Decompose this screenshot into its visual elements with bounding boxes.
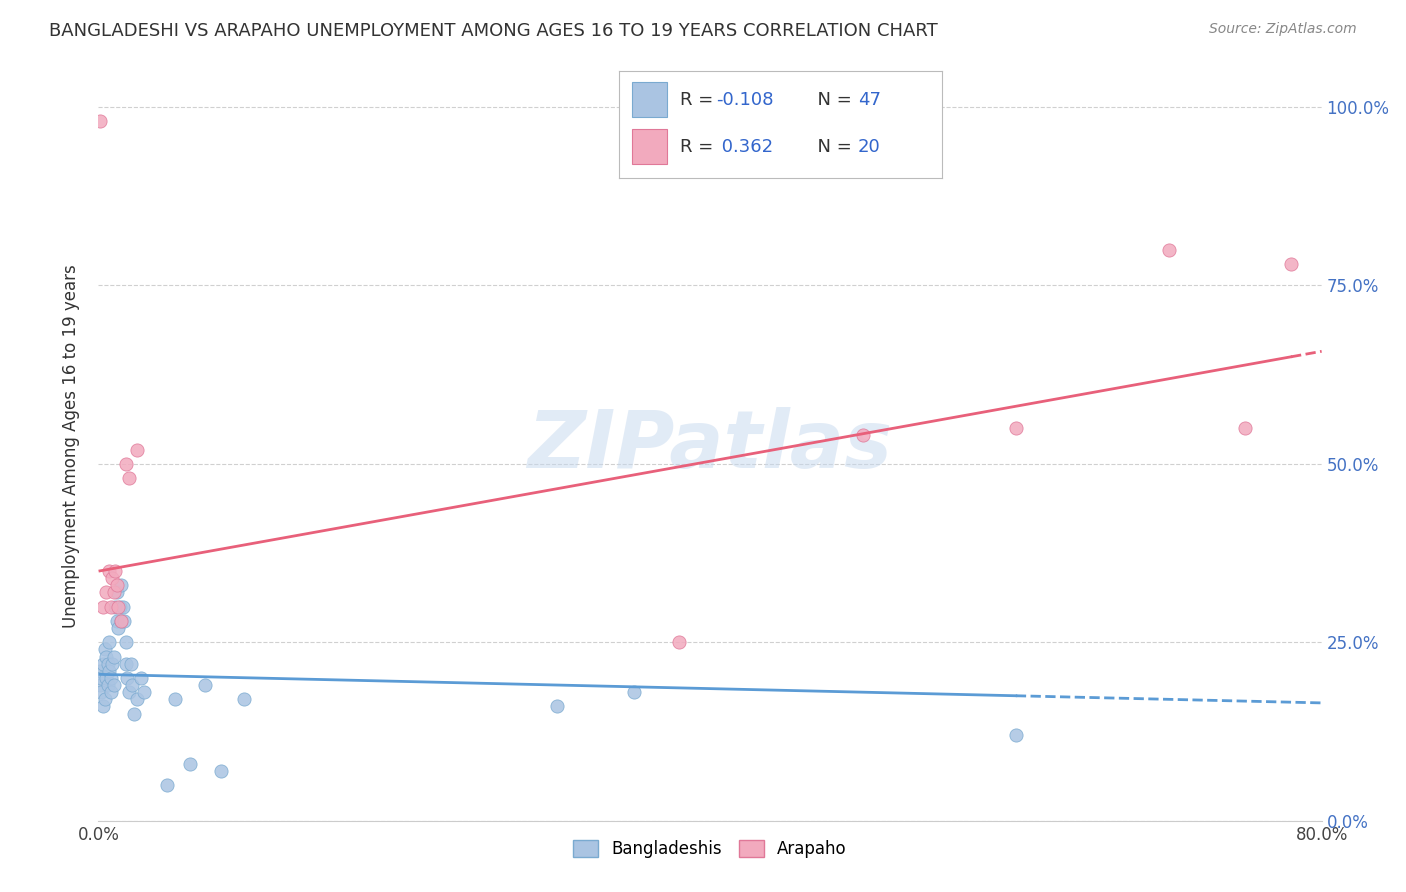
Text: BANGLADESHI VS ARAPAHO UNEMPLOYMENT AMONG AGES 16 TO 19 YEARS CORRELATION CHART: BANGLADESHI VS ARAPAHO UNEMPLOYMENT AMON… bbox=[49, 22, 938, 40]
Point bbox=[90, 685, 112, 699]
Point bbox=[89, 664, 111, 678]
Point bbox=[115, 457, 138, 471]
Point bbox=[623, 685, 645, 699]
Point bbox=[100, 599, 122, 614]
Point bbox=[105, 585, 128, 599]
Text: 20: 20 bbox=[858, 138, 880, 156]
Point bbox=[103, 649, 125, 664]
Point bbox=[107, 599, 129, 614]
Text: R =: R = bbox=[681, 138, 718, 156]
Point bbox=[1157, 243, 1180, 257]
Point bbox=[163, 692, 186, 706]
Text: ZIPatlas: ZIPatlas bbox=[527, 407, 893, 485]
Point bbox=[546, 699, 568, 714]
Point bbox=[122, 706, 145, 721]
Point bbox=[100, 685, 122, 699]
Point bbox=[103, 585, 125, 599]
Point bbox=[668, 635, 690, 649]
Point bbox=[100, 671, 122, 685]
Point bbox=[1004, 728, 1026, 742]
Point bbox=[94, 649, 117, 664]
Point bbox=[134, 685, 156, 699]
Legend: Bangladeshis, Arapaho: Bangladeshis, Arapaho bbox=[567, 833, 853, 864]
Point bbox=[110, 614, 132, 628]
Text: R =: R = bbox=[681, 91, 718, 109]
Point bbox=[125, 442, 148, 457]
Point bbox=[91, 699, 114, 714]
Point bbox=[97, 657, 120, 671]
Point bbox=[93, 692, 115, 706]
Text: 0.362: 0.362 bbox=[716, 138, 773, 156]
Point bbox=[129, 671, 152, 685]
Point bbox=[91, 657, 114, 671]
Point bbox=[91, 599, 114, 614]
Point bbox=[98, 635, 121, 649]
Point bbox=[232, 692, 254, 706]
Point bbox=[104, 599, 127, 614]
Y-axis label: Unemployment Among Ages 16 to 19 years: Unemployment Among Ages 16 to 19 years bbox=[62, 264, 80, 628]
Point bbox=[108, 599, 131, 614]
Point bbox=[121, 678, 143, 692]
Point bbox=[107, 621, 129, 635]
Point bbox=[101, 571, 124, 585]
Point bbox=[98, 664, 121, 678]
Text: 47: 47 bbox=[858, 91, 882, 109]
Point bbox=[94, 585, 117, 599]
Point bbox=[115, 635, 138, 649]
Point bbox=[97, 678, 120, 692]
Text: N =: N = bbox=[806, 91, 858, 109]
Point bbox=[111, 599, 134, 614]
Bar bbox=[631, 82, 668, 118]
Point bbox=[110, 578, 132, 592]
Point bbox=[93, 642, 115, 657]
Point bbox=[98, 564, 121, 578]
Point bbox=[125, 692, 148, 706]
Point bbox=[105, 578, 128, 592]
Point bbox=[101, 657, 124, 671]
Point bbox=[89, 678, 111, 692]
Bar bbox=[631, 129, 668, 164]
Point bbox=[209, 764, 232, 778]
Point bbox=[118, 471, 141, 485]
Point bbox=[104, 564, 127, 578]
Point bbox=[179, 756, 201, 771]
Point bbox=[852, 428, 875, 442]
Point bbox=[94, 671, 117, 685]
Point bbox=[110, 614, 132, 628]
Point bbox=[112, 614, 135, 628]
Point bbox=[120, 657, 142, 671]
Point bbox=[194, 678, 217, 692]
Point bbox=[1004, 421, 1026, 435]
Point bbox=[105, 614, 128, 628]
Text: Source: ZipAtlas.com: Source: ZipAtlas.com bbox=[1209, 22, 1357, 37]
Point bbox=[1279, 257, 1302, 271]
Point bbox=[103, 678, 125, 692]
Point bbox=[117, 671, 139, 685]
Point bbox=[1234, 421, 1257, 435]
Point bbox=[118, 685, 141, 699]
Point bbox=[156, 778, 179, 792]
Point bbox=[89, 114, 111, 128]
Point bbox=[115, 657, 138, 671]
Text: N =: N = bbox=[806, 138, 858, 156]
Text: -0.108: -0.108 bbox=[716, 91, 773, 109]
Point bbox=[90, 671, 112, 685]
